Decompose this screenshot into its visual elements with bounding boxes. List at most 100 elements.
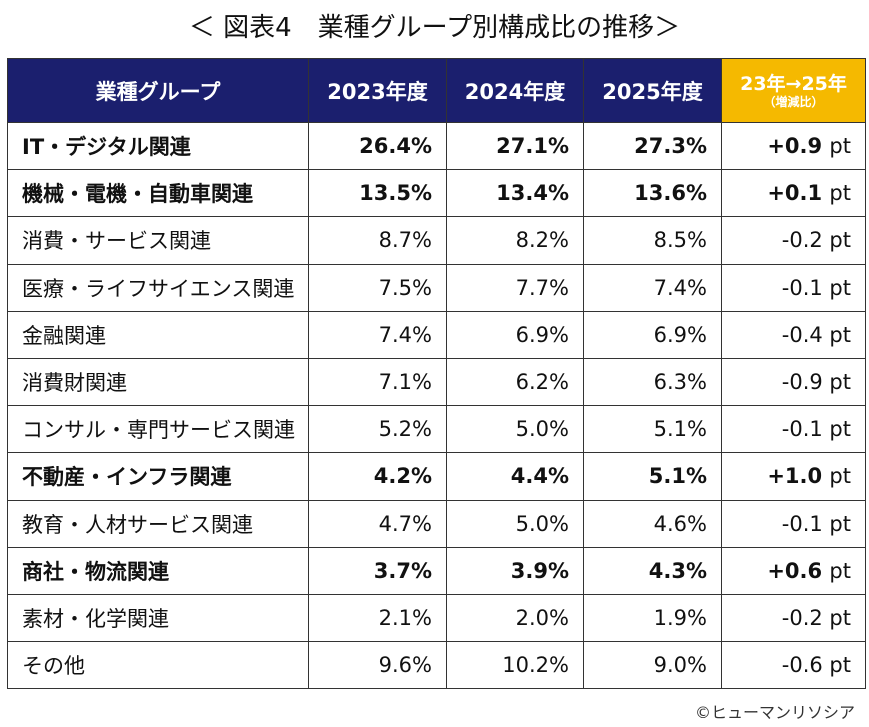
row-2023-cell: 3.7% bbox=[308, 546, 447, 595]
change-value: -0.4 bbox=[781, 322, 823, 347]
copyright-text: ©ヒューマンリソシア bbox=[694, 703, 855, 722]
row-2023-cell: 4.7% bbox=[308, 499, 447, 548]
row-2025-cell: 13.6% bbox=[583, 169, 722, 218]
row-2025-cell: 7.4% bbox=[583, 263, 722, 312]
change-value: +0.9 bbox=[767, 134, 823, 159]
row-2025-cell: 4.6% bbox=[583, 499, 722, 548]
row-2024-cell: 10.2% bbox=[446, 641, 584, 690]
row-category-cell: 素材・化学関連 bbox=[7, 593, 309, 643]
change-value: -0.1 bbox=[781, 417, 823, 442]
header-change-label: 23年→25年 bbox=[740, 72, 847, 95]
change-unit: pt bbox=[829, 417, 851, 442]
table-row: 金融関連 7.4% 6.9% 6.9% -0.4 pt bbox=[7, 310, 866, 359]
row-2025-cell: 27.3% bbox=[583, 121, 722, 171]
row-change-cell: -0.1 pt bbox=[721, 499, 866, 548]
row-2025-cell: 4.3% bbox=[583, 546, 722, 595]
row-category-cell: コンサル・専門サービス関連 bbox=[7, 405, 309, 454]
row-change-cell: +0.6 pt bbox=[721, 546, 866, 595]
row-2023-cell: 4.2% bbox=[308, 452, 447, 501]
table-row: 教育・人材サービス関連 4.7% 5.0% 4.6% -0.1 pt bbox=[7, 499, 866, 548]
row-2024-cell: 6.9% bbox=[446, 310, 584, 359]
change-unit: pt bbox=[829, 605, 851, 630]
change-unit: pt bbox=[829, 134, 851, 159]
figure-title: ＜ 図表4 業種グループ別構成比の推移＞ bbox=[188, 13, 681, 43]
row-2023-cell: 5.2% bbox=[308, 405, 447, 454]
row-2024-cell: 5.0% bbox=[446, 405, 584, 454]
row-2024-cell: 6.2% bbox=[446, 357, 584, 407]
row-category-cell: 機械・電機・自動車関連 bbox=[7, 169, 309, 218]
row-2023-cell: 9.6% bbox=[308, 641, 447, 690]
row-change-cell: +0.9 pt bbox=[721, 121, 866, 171]
change-value: -0.1 bbox=[781, 511, 823, 536]
change-unit: pt bbox=[829, 275, 851, 300]
row-2025-cell: 1.9% bbox=[583, 593, 722, 643]
row-category-cell: 商社・物流関連 bbox=[7, 546, 309, 595]
change-value: +1.0 bbox=[767, 464, 823, 489]
row-category-cell: 不動産・インフラ関連 bbox=[7, 452, 309, 501]
row-2023-cell: 7.1% bbox=[308, 357, 447, 407]
row-change-cell: -0.4 pt bbox=[721, 310, 866, 359]
change-value: -0.2 bbox=[781, 228, 823, 253]
change-unit: pt bbox=[829, 511, 851, 536]
table-row: 医療・ライフサイエンス関連 7.5% 7.7% 7.4% -0.1 pt bbox=[7, 263, 866, 312]
header-category: 業種グループ bbox=[7, 58, 309, 123]
row-change-cell: -0.1 pt bbox=[721, 263, 866, 312]
row-2025-cell: 8.5% bbox=[583, 216, 722, 265]
change-unit: pt bbox=[829, 653, 851, 678]
row-2025-cell: 5.1% bbox=[583, 452, 722, 501]
row-2025-cell: 5.1% bbox=[583, 405, 722, 454]
row-2025-cell: 9.0% bbox=[583, 641, 722, 690]
header-change-sub: （増減比） bbox=[763, 94, 824, 109]
change-unit: pt bbox=[829, 464, 851, 489]
industry-composition-table: 業種グループ 2023年度 2024年度 2025年度 23年→25年 （増減比… bbox=[7, 58, 866, 690]
table-row: コンサル・専門サービス関連 5.2% 5.0% 5.1% -0.1 pt bbox=[7, 405, 866, 454]
change-unit: pt bbox=[829, 370, 851, 395]
change-value: -0.2 bbox=[781, 605, 823, 630]
table-row: その他 9.6% 10.2% 9.0% -0.6 pt bbox=[7, 641, 866, 690]
row-2025-cell: 6.9% bbox=[583, 310, 722, 359]
header-2025: 2025年度 bbox=[583, 58, 722, 123]
row-category-cell: 医療・ライフサイエンス関連 bbox=[7, 263, 309, 312]
header-2023: 2023年度 bbox=[308, 58, 447, 123]
row-2023-cell: 7.4% bbox=[308, 310, 447, 359]
row-2023-cell: 8.7% bbox=[308, 216, 447, 265]
change-unit: pt bbox=[829, 228, 851, 253]
row-2024-cell: 2.0% bbox=[446, 593, 584, 643]
row-change-cell: +1.0 pt bbox=[721, 452, 866, 501]
change-value: -0.9 bbox=[781, 370, 823, 395]
row-2024-cell: 27.1% bbox=[446, 121, 584, 171]
row-2024-cell: 7.7% bbox=[446, 263, 584, 312]
row-2023-cell: 2.1% bbox=[308, 593, 447, 643]
row-category-cell: その他 bbox=[7, 641, 309, 690]
row-2024-cell: 13.4% bbox=[446, 169, 584, 218]
change-value: -0.6 bbox=[781, 653, 823, 678]
header-change: 23年→25年 （増減比） bbox=[721, 58, 866, 123]
row-category-cell: 消費財関連 bbox=[7, 357, 309, 407]
table-row: 機械・電機・自動車関連 13.5% 13.4% 13.6% +0.1 pt bbox=[7, 169, 866, 218]
change-value: +0.1 bbox=[767, 181, 823, 206]
row-change-cell: +0.1 pt bbox=[721, 169, 866, 218]
table-row: 素材・化学関連 2.1% 2.0% 1.9% -0.2 pt bbox=[7, 593, 866, 643]
change-unit: pt bbox=[829, 322, 851, 347]
table-row: 不動産・インフラ関連 4.2% 4.4% 5.1% +1.0 pt bbox=[7, 452, 866, 501]
row-2023-cell: 7.5% bbox=[308, 263, 447, 312]
row-change-cell: -0.9 pt bbox=[721, 357, 866, 407]
change-unit: pt bbox=[829, 181, 851, 206]
change-unit: pt bbox=[829, 558, 851, 583]
row-change-cell: -0.2 pt bbox=[721, 216, 866, 265]
row-category-cell: 消費・サービス関連 bbox=[7, 216, 309, 265]
row-2024-cell: 5.0% bbox=[446, 499, 584, 548]
header-2024: 2024年度 bbox=[446, 58, 584, 123]
row-change-cell: -0.2 pt bbox=[721, 593, 866, 643]
row-category-cell: 金融関連 bbox=[7, 310, 309, 359]
table-row: 商社・物流関連 3.7% 3.9% 4.3% +0.6 pt bbox=[7, 546, 866, 595]
change-value: +0.6 bbox=[767, 558, 823, 583]
row-2024-cell: 8.2% bbox=[446, 216, 584, 265]
row-category-cell: 教育・人材サービス関連 bbox=[7, 499, 309, 548]
row-2023-cell: 13.5% bbox=[308, 169, 447, 218]
row-2024-cell: 3.9% bbox=[446, 546, 584, 595]
header-row: 業種グループ 2023年度 2024年度 2025年度 23年→25年 （増減比… bbox=[7, 58, 866, 123]
table-row: IT・デジタル関連 26.4% 27.1% 27.3% +0.9 pt bbox=[7, 121, 866, 171]
table-body: IT・デジタル関連 26.4% 27.1% 27.3% +0.9 pt 機械・電機・自動車… bbox=[7, 121, 866, 690]
row-change-cell: -0.1 pt bbox=[721, 405, 866, 454]
